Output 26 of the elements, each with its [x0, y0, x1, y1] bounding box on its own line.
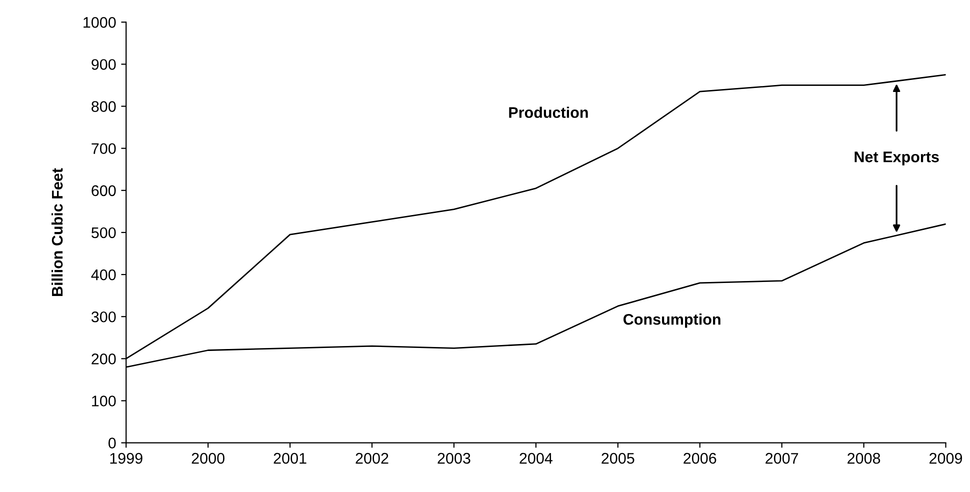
y-tick-label: 400 — [91, 269, 116, 280]
y-tick-label: 100 — [92, 396, 116, 406]
x-tick-label: 2009 — [930, 452, 962, 464]
y-tick-label: 200 — [92, 354, 116, 364]
annotation: Net Exports — [854, 152, 939, 166]
y-tick-label: 700 — [92, 143, 116, 154]
y-tick-label: 1000 — [84, 17, 116, 28]
x-tick-label: 2008 — [848, 452, 880, 464]
y-tick-label: 500 — [92, 227, 116, 238]
y-axis-title: Billion Cubic Feet — [51, 168, 63, 296]
x-tick-label: 2004 — [520, 452, 552, 464]
y-tick-label: 300 — [91, 311, 116, 322]
x-tick-label: 2001 — [274, 452, 306, 464]
x-tick-label: 2007 — [766, 452, 798, 464]
x-tick-label: 2006 — [684, 452, 716, 464]
y-tick-label: 600 — [92, 185, 116, 196]
x-tick-label: 2003 — [438, 452, 470, 464]
x-tick-label: 2002 — [356, 452, 388, 464]
x-tick-label: 2000 — [192, 452, 224, 464]
x-tick-label: 2005 — [602, 452, 634, 464]
y-tick-label: 0 — [108, 438, 116, 448]
x-tick-label: 1999 — [110, 452, 142, 464]
text: Production — [509, 106, 588, 118]
y-tick-label: 900 — [92, 59, 116, 70]
series-label: Consumption — [623, 314, 720, 328]
y-tick-label: 800 — [92, 101, 116, 112]
